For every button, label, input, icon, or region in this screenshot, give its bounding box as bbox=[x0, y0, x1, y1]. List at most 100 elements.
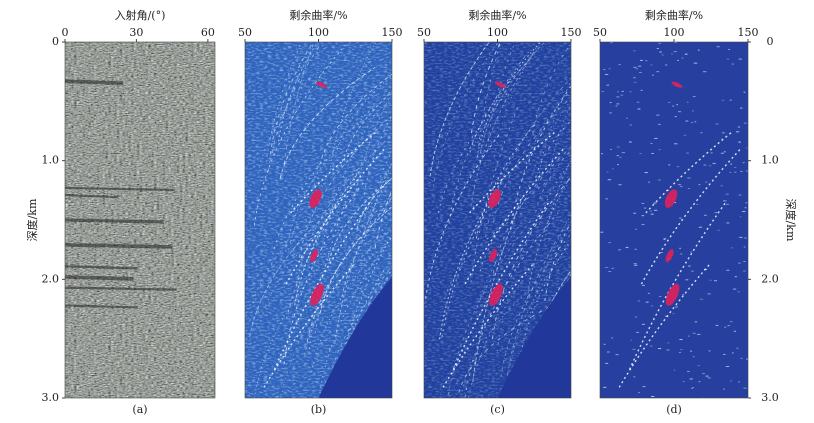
x-axis-label: 剩余曲率/% bbox=[468, 8, 526, 22]
sparse-dot bbox=[644, 172, 648, 174]
sparse-dot bbox=[651, 395, 654, 397]
sparse-dot bbox=[682, 293, 685, 295]
event-streak bbox=[472, 197, 523, 382]
sparse-dot bbox=[645, 301, 649, 303]
event-streak bbox=[510, 85, 571, 230]
event-streak bbox=[524, 99, 571, 204]
sparse-dot bbox=[686, 152, 689, 154]
sparse-dot bbox=[730, 247, 733, 249]
sparse-dot bbox=[609, 102, 612, 104]
sparse-dot bbox=[745, 202, 748, 204]
sparse-dot bbox=[658, 149, 662, 151]
sparse-dot bbox=[601, 91, 605, 93]
sparse-dot bbox=[729, 99, 732, 101]
sparse-dot bbox=[651, 153, 654, 155]
sparse-dot bbox=[654, 137, 658, 139]
sparse-dot bbox=[698, 184, 701, 186]
sparse-dot bbox=[607, 179, 612, 181]
sparse-dot bbox=[636, 101, 640, 103]
event-streak bbox=[447, 218, 533, 398]
sparse-dot bbox=[721, 99, 725, 101]
event-streak bbox=[536, 80, 571, 187]
sparse-dot bbox=[684, 53, 688, 55]
sparse-dot bbox=[726, 222, 730, 224]
sparse-dot bbox=[617, 91, 619, 93]
sparse-dot bbox=[709, 279, 712, 281]
sparse-dot bbox=[737, 262, 741, 264]
sparse-dot bbox=[640, 89, 643, 91]
sparse-dot bbox=[661, 54, 664, 56]
sparse-dot bbox=[705, 375, 709, 377]
event-streak bbox=[356, 217, 392, 279]
sparse-dot bbox=[659, 51, 662, 53]
event-streak bbox=[318, 236, 392, 398]
sparse-dot bbox=[723, 353, 726, 355]
sparse-dot bbox=[717, 229, 720, 231]
sparse-dot bbox=[672, 313, 675, 315]
sparse-dot bbox=[611, 267, 614, 269]
sparse-dot bbox=[693, 62, 698, 64]
event-streak bbox=[425, 133, 501, 299]
x-tick-label: 150 bbox=[382, 26, 403, 39]
sparse-dot bbox=[692, 96, 696, 98]
sparse-dot bbox=[656, 114, 660, 116]
sparse-dot bbox=[729, 380, 733, 382]
sparse-dot bbox=[692, 386, 695, 388]
sparse-dot bbox=[697, 49, 700, 51]
sparse-dot bbox=[650, 305, 654, 307]
energy-peak bbox=[665, 249, 674, 263]
sparse-dot bbox=[621, 152, 626, 154]
event-streak bbox=[429, 42, 490, 177]
sparse-dot bbox=[733, 330, 736, 332]
sparse-dot bbox=[605, 198, 608, 200]
sparse-dot bbox=[644, 60, 648, 62]
event-streak bbox=[254, 249, 335, 398]
sparse-dot bbox=[656, 71, 660, 73]
sparse-dot bbox=[650, 142, 653, 144]
sparse-dot bbox=[697, 333, 701, 335]
sparse-dot bbox=[606, 351, 610, 353]
sparse-dot bbox=[737, 291, 740, 293]
sparse-dot bbox=[679, 339, 683, 341]
y-tick-label: 1.0 bbox=[42, 154, 60, 167]
sparse-dot bbox=[724, 326, 727, 328]
sparse-dot bbox=[680, 348, 683, 350]
sparse-dot bbox=[681, 57, 684, 59]
sparse-dot bbox=[663, 239, 666, 241]
sparse-dot bbox=[723, 151, 726, 153]
panel bbox=[424, 42, 571, 398]
event-streak bbox=[352, 91, 392, 207]
sparse-dot bbox=[696, 204, 699, 206]
sparse-dot bbox=[685, 279, 689, 281]
x-tick-label: 30 bbox=[129, 26, 143, 39]
sparse-dot bbox=[600, 231, 604, 233]
sparse-dot bbox=[608, 242, 612, 244]
sparse-dot bbox=[692, 110, 694, 112]
event-streak bbox=[286, 212, 335, 319]
sparse-dot bbox=[618, 184, 622, 186]
sparse-dot bbox=[626, 246, 629, 248]
event-streak bbox=[479, 177, 552, 272]
sparse-dot bbox=[633, 263, 637, 265]
sparse-dot bbox=[720, 152, 724, 154]
sparse-dot bbox=[673, 369, 676, 371]
event-streak bbox=[506, 224, 567, 376]
sparse-dot bbox=[634, 316, 638, 318]
sparse-dot bbox=[708, 350, 711, 352]
sparse-dot bbox=[638, 392, 640, 394]
main-event bbox=[442, 262, 535, 388]
event-streak bbox=[279, 66, 376, 179]
sparse-dot bbox=[691, 122, 693, 124]
sparse-dot bbox=[658, 179, 661, 181]
sparse-dot bbox=[679, 186, 683, 188]
sparse-dot bbox=[629, 91, 632, 93]
event-streak bbox=[298, 119, 388, 258]
sparse-dot bbox=[642, 284, 645, 286]
sparse-dot bbox=[743, 246, 746, 248]
event-streak bbox=[356, 177, 392, 230]
x-tick-label: 60 bbox=[201, 26, 215, 39]
event-streak bbox=[436, 93, 508, 220]
sparse-dot bbox=[663, 237, 667, 239]
sparse-dot bbox=[610, 148, 612, 150]
sparse-dot bbox=[728, 48, 730, 50]
